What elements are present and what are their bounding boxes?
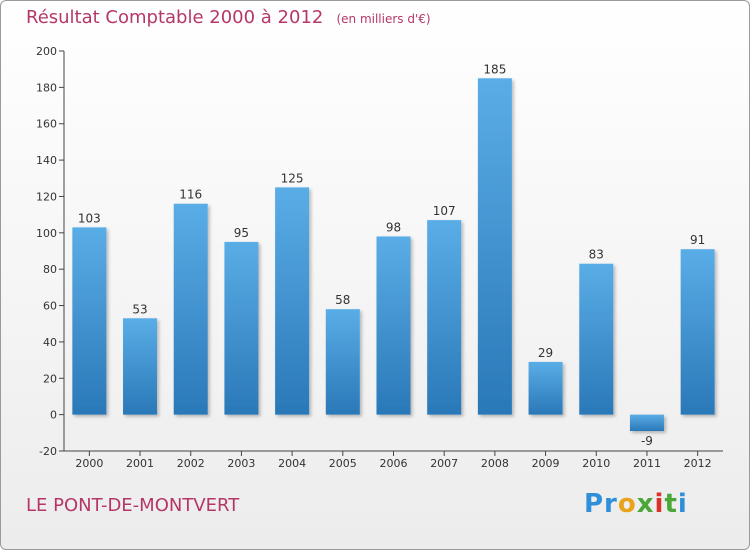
y-tick-label: 20: [43, 372, 57, 385]
x-tick-label-2007: 2007: [430, 457, 458, 470]
x-tick-label-2006: 2006: [380, 457, 408, 470]
y-tick-label: 200: [36, 45, 57, 58]
y-tick-label: 60: [43, 300, 57, 313]
bar-2001: [123, 318, 158, 415]
x-tick-label-2004: 2004: [278, 457, 306, 470]
bar-2011: [629, 414, 664, 431]
commune-name: LE PONT-DE-MONTVERT: [26, 495, 240, 516]
y-tick-label: 160: [36, 118, 57, 131]
bar-2003: [224, 241, 259, 415]
x-tick-label-2010: 2010: [582, 457, 610, 470]
value-label-2004: 125: [281, 171, 304, 185]
bar-2010: [579, 263, 614, 415]
x-tick-label-2011: 2011: [633, 457, 661, 470]
x-tick-label-2008: 2008: [481, 457, 509, 470]
value-label-2007: 107: [433, 204, 456, 218]
bar-2004: [275, 187, 310, 415]
x-tick-label-2009: 2009: [532, 457, 560, 470]
y-tick-label: 180: [36, 81, 57, 94]
proxiti-logo: Proxiti: [584, 489, 688, 519]
y-tick-label: -20: [39, 445, 57, 458]
bar-2012: [680, 249, 715, 415]
x-tick-label-2003: 2003: [227, 457, 255, 470]
bar-2009: [528, 361, 563, 415]
y-tick-label: 80: [43, 263, 57, 276]
bar-2008: [477, 78, 512, 415]
bar-2007: [427, 220, 462, 415]
value-label-2005: 58: [335, 293, 350, 307]
x-tick-label-2001: 2001: [126, 457, 154, 470]
value-label-2010: 83: [589, 248, 604, 262]
value-label-2000: 103: [78, 211, 101, 225]
y-tick-label: 120: [36, 190, 57, 203]
value-label-2003: 95: [234, 226, 249, 240]
x-tick-label-2002: 2002: [177, 457, 205, 470]
x-tick-label-2012: 2012: [684, 457, 712, 470]
value-label-2006: 98: [386, 220, 401, 234]
value-label-2009: 29: [538, 346, 553, 360]
bar-2005: [325, 309, 360, 415]
value-label-2011: -9: [641, 434, 653, 448]
x-tick-label-2000: 2000: [75, 457, 103, 470]
bar-2002: [173, 203, 208, 415]
y-tick-label: 140: [36, 154, 57, 167]
value-label-2008: 185: [483, 62, 506, 76]
y-tick-label: 40: [43, 336, 57, 349]
bar-2006: [376, 236, 411, 415]
y-tick-label: 100: [36, 227, 57, 240]
x-tick-label-2005: 2005: [329, 457, 357, 470]
bar-2000: [72, 227, 107, 415]
value-label-2012: 91: [690, 233, 705, 247]
value-label-2002: 116: [179, 188, 202, 202]
y-tick-label: 0: [50, 409, 57, 422]
chart-title: Résultat Comptable 2000 à 2012 (en milli…: [26, 7, 431, 28]
chart-unit: (en milliers d'€): [336, 12, 431, 26]
chart-title-text: Résultat Comptable 2000 à 2012: [26, 7, 324, 28]
value-label-2001: 53: [132, 302, 147, 316]
